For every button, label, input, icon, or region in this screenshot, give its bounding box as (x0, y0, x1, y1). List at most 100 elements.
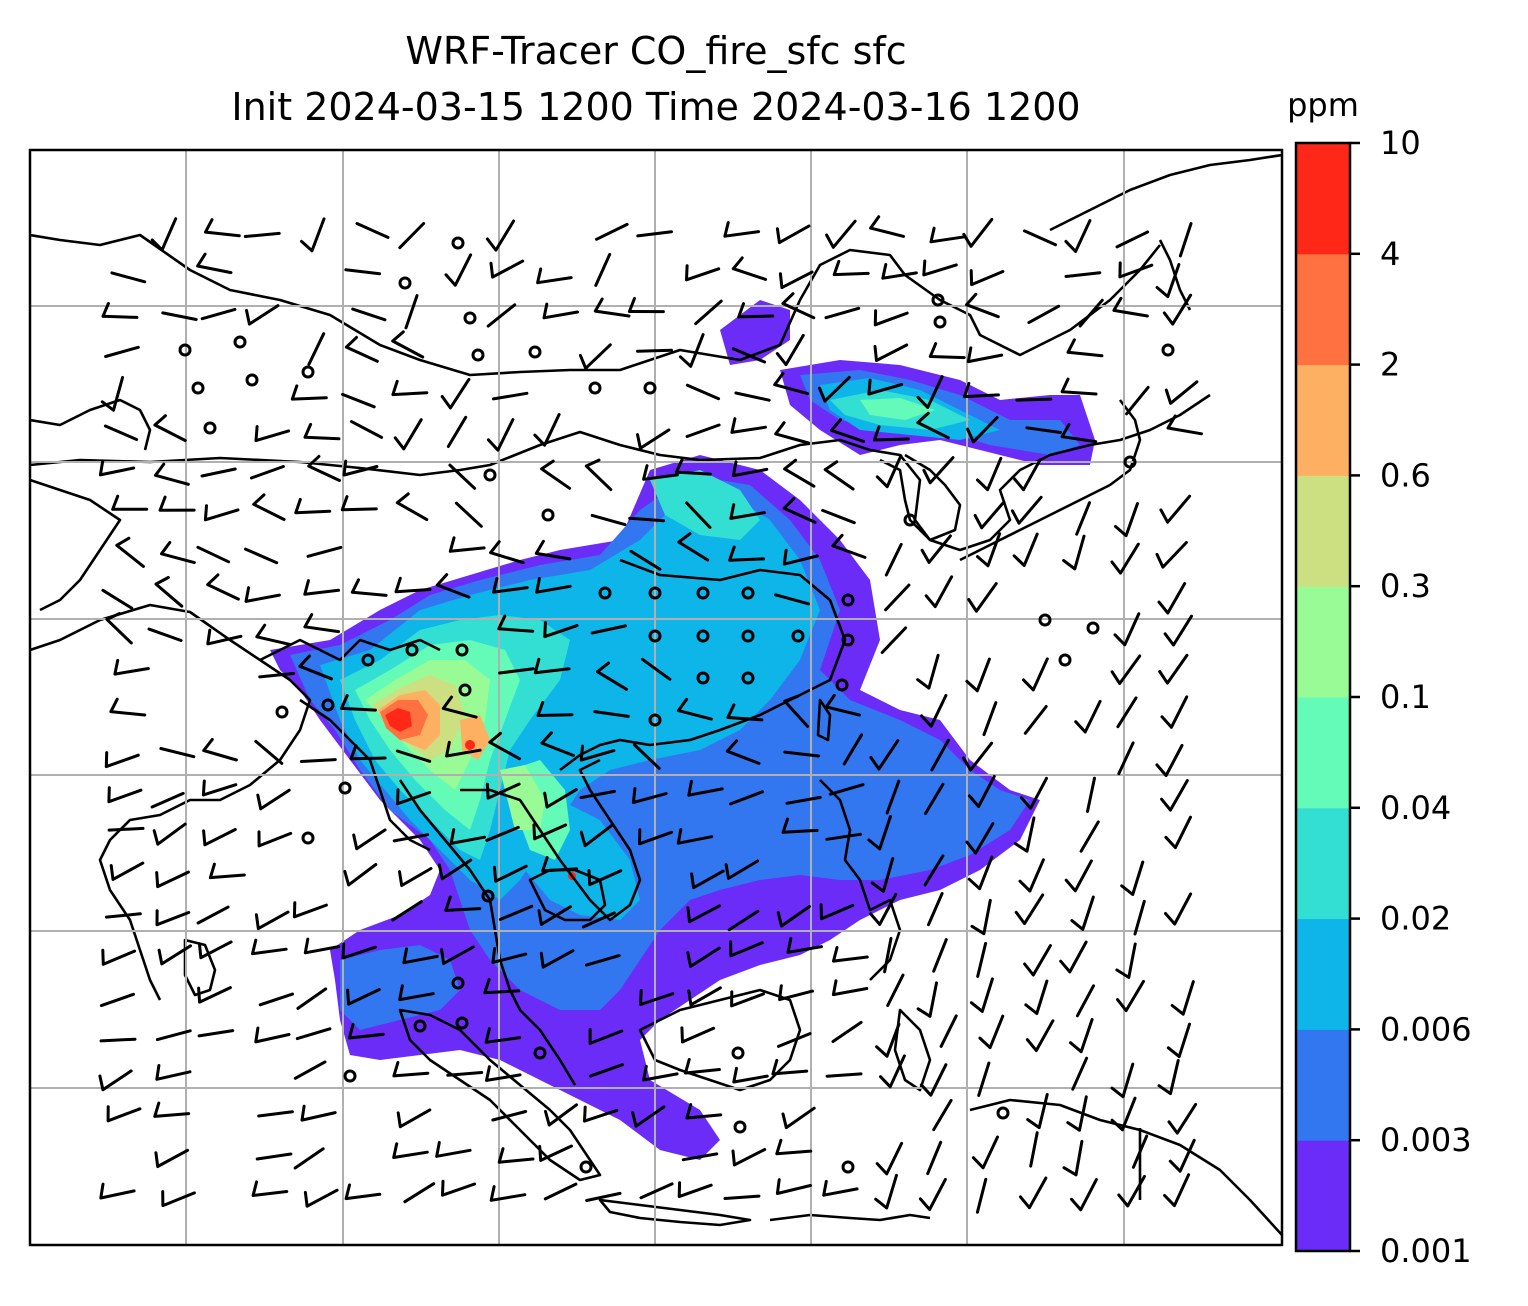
wind-barb-calm (413, 1019, 427, 1033)
wind-barb (1025, 426, 1062, 434)
coastline-korea (879, 453, 962, 542)
wind-barb (157, 944, 192, 966)
wind-barb (825, 219, 857, 249)
wind-barb (730, 990, 765, 1008)
colorbar-swatch (1296, 918, 1350, 1030)
map-title-line1: WRF-Tracer CO_fire_sfc sfc (405, 29, 907, 73)
wind-barb (730, 417, 767, 434)
colorbar-tick-label: 0.02 (1380, 900, 1451, 938)
wind-barb (435, 1141, 472, 1158)
wind-barb (778, 984, 814, 1002)
wind-barb (303, 937, 341, 955)
wind-barb (454, 501, 483, 528)
wind-barb (581, 911, 616, 929)
wind-barb (1166, 1022, 1191, 1059)
wind-barb (197, 1029, 235, 1038)
wind-barb (255, 1152, 293, 1161)
wind-barb (448, 463, 477, 490)
wind-barb (159, 747, 196, 759)
wind-barb (1075, 501, 1091, 536)
wind-barb (1069, 1018, 1094, 1054)
wind-barb (884, 542, 903, 577)
wind-barb (349, 744, 387, 761)
wind-barb (254, 1026, 291, 1044)
wind-barb (636, 230, 673, 238)
wind-barb (823, 460, 855, 491)
wind-barb (727, 909, 760, 932)
colorbar-swatch (1296, 586, 1350, 698)
wind-barb (783, 750, 821, 758)
wind-barb (970, 898, 992, 936)
wind-barb (1018, 858, 1045, 893)
coastline-thailand (398, 779, 577, 1086)
wind-barb (344, 1183, 382, 1201)
wind-barb (1071, 1056, 1089, 1091)
wind-barb-calm (361, 653, 375, 667)
map-frame (28, 148, 1284, 1247)
wind-barb (1114, 502, 1139, 538)
wind-barb-calm (741, 629, 755, 643)
wind-barb (771, 1058, 809, 1076)
wind-barb (1060, 423, 1098, 444)
wind-barb (532, 823, 568, 841)
wind-barb (965, 657, 991, 693)
wind-barb-calm (533, 1046, 547, 1060)
wind-barb (1163, 614, 1193, 647)
wind-barb-calm (245, 373, 259, 387)
wind-barb-calm (598, 586, 612, 600)
wind-barb (579, 823, 614, 848)
wind-barb (636, 348, 673, 353)
wind-barb (489, 1185, 527, 1202)
wind-barb (396, 1108, 432, 1129)
wind-barb (1062, 534, 1086, 571)
wind-barb (200, 307, 237, 321)
wind-barb (783, 694, 810, 728)
wind-barb (203, 504, 240, 522)
wind-barb (929, 226, 967, 244)
wind-barb (251, 1180, 289, 1197)
wind-barb (966, 416, 999, 444)
wind-barb (1116, 696, 1138, 729)
wind-barb (492, 864, 528, 883)
wind-barb (690, 869, 725, 890)
wind-barb (446, 415, 468, 448)
wind-barb (448, 536, 486, 553)
wind-barb (1022, 657, 1049, 692)
wind-barb (579, 789, 616, 800)
wind-barb (922, 259, 958, 277)
wind-barb (694, 299, 723, 326)
wind-barb (306, 545, 343, 558)
wind-barb (1115, 942, 1137, 979)
wind-barb (920, 534, 952, 564)
colorbar-swatch (1296, 143, 1350, 255)
wind-barb (355, 222, 390, 239)
wind-barb (1166, 414, 1203, 436)
wind-barb (492, 577, 529, 594)
colorbar-tick-label: 0.1 (1380, 678, 1431, 716)
wind-barb (294, 497, 332, 515)
wind-barb (350, 420, 384, 439)
wind-barb-calm (791, 629, 805, 643)
wind-barb (155, 1064, 192, 1081)
wind-barb (109, 697, 147, 717)
wind-barb (775, 333, 805, 367)
wind-barb-calm (931, 293, 945, 307)
wind-barb (341, 392, 376, 409)
wind-barb (1075, 984, 1095, 1018)
colorbar-tick-label: 0.001 (1380, 1232, 1472, 1270)
wind-barb (101, 948, 137, 966)
wind-barb (732, 1066, 769, 1084)
wind-barb (196, 905, 230, 925)
wind-barb (243, 231, 281, 238)
wind-barb (1070, 895, 1095, 931)
wind-barb (257, 1110, 294, 1118)
wind-barb (200, 467, 237, 478)
wind-barb-calm (696, 671, 710, 685)
wind-barb-calm (648, 713, 662, 727)
wind-barb-calm (455, 1016, 469, 1030)
colorbar-swatch (1296, 364, 1350, 476)
wind-barb-calm (338, 781, 352, 795)
wind-barb (441, 695, 478, 719)
wind-barb (1131, 1134, 1149, 1169)
wind-barb-calm (696, 586, 710, 600)
